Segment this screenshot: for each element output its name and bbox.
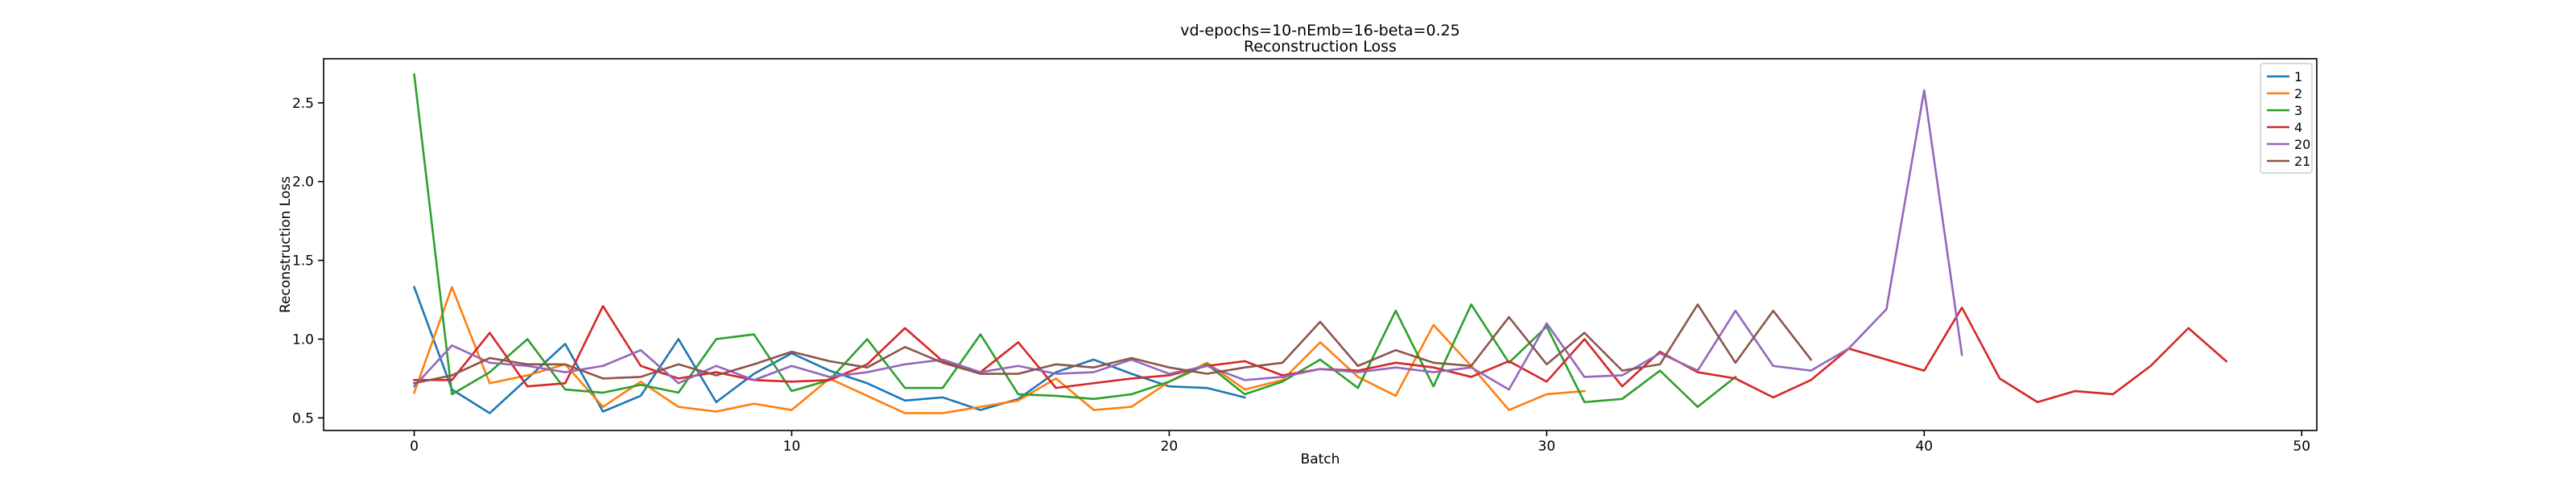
legend-label-1: 1 <box>2294 69 2302 84</box>
x-tick-label: 0 <box>410 439 419 455</box>
x-axis-label: Batch <box>1301 451 1340 467</box>
legend-label-3: 3 <box>2294 103 2302 118</box>
x-tick-label: 20 <box>1161 439 1179 455</box>
x-tick-label: 10 <box>783 439 801 455</box>
plot-area: 0 10 20 30 40 50 0.5 1.0 1.5 2.0 2.5 1 2 3 4 20 21 <box>292 58 2318 455</box>
series-line-20 <box>412 89 1963 391</box>
chart-title-line2: Reconstruction Loss <box>1244 38 1397 56</box>
y-tick-label: 0.5 <box>292 410 314 426</box>
axes-frame <box>323 58 2318 431</box>
y-tick-label: 2.0 <box>292 175 314 191</box>
legend-label-2: 2 <box>2294 86 2302 101</box>
legend-box <box>2260 63 2313 174</box>
series-line-2 <box>412 286 1586 414</box>
series-line-4 <box>413 305 2228 404</box>
series-line-21 <box>413 303 1813 385</box>
legend-label-21: 21 <box>2294 154 2310 169</box>
x-tick-label: 50 <box>2293 439 2310 455</box>
series-line-1 <box>412 286 1246 414</box>
series-lines <box>412 73 2228 414</box>
legend-label-20: 20 <box>2294 137 2310 152</box>
chart-title-line1: vd-epochs=10-nEmb=16-beta=0.25 <box>1180 22 1460 39</box>
y-axis-label: Reconstruction Loss <box>278 176 294 313</box>
y-tick-label: 2.5 <box>292 96 314 112</box>
legend-label-4: 4 <box>2294 120 2302 135</box>
x-tick-label: 40 <box>1915 439 1933 455</box>
y-tick-label: 1.5 <box>292 253 314 270</box>
x-tick-label: 30 <box>1538 439 1556 455</box>
y-tick-label: 1.0 <box>292 332 314 348</box>
series-line-3 <box>413 73 1737 408</box>
